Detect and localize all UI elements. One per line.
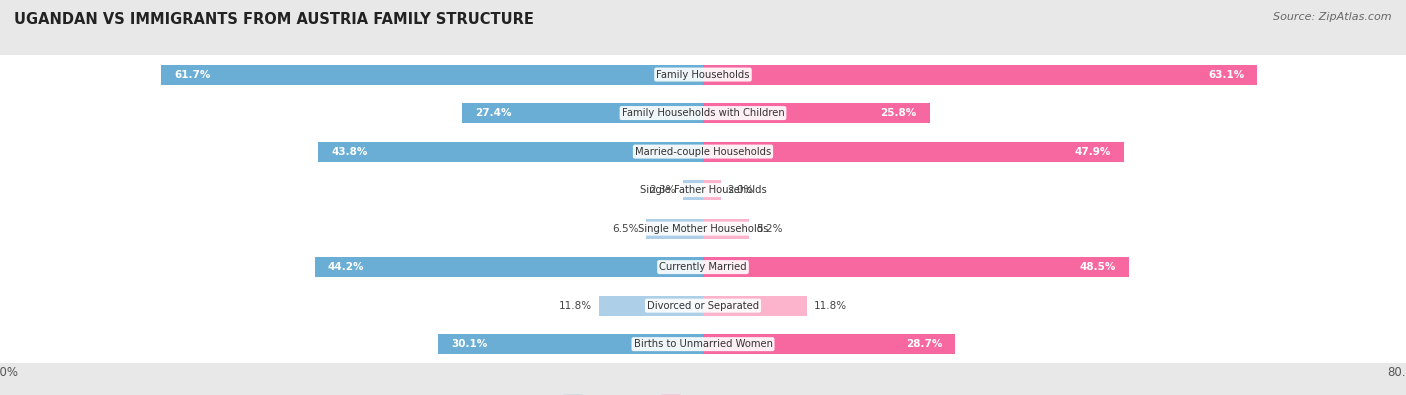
Text: 11.8%: 11.8% — [814, 301, 846, 310]
Text: 6.5%: 6.5% — [613, 224, 638, 233]
Text: Single Father Households: Single Father Households — [640, 185, 766, 195]
Text: 25.8%: 25.8% — [880, 108, 917, 118]
Text: Births to Unmarried Women: Births to Unmarried Women — [634, 339, 772, 349]
FancyBboxPatch shape — [0, 203, 1406, 256]
Text: 63.1%: 63.1% — [1208, 70, 1244, 79]
Text: UGANDAN VS IMMIGRANTS FROM AUSTRIA FAMILY STRUCTURE: UGANDAN VS IMMIGRANTS FROM AUSTRIA FAMIL… — [14, 12, 534, 27]
Bar — [703, 257, 1129, 277]
FancyBboxPatch shape — [0, 126, 1406, 179]
Bar — [439, 334, 703, 354]
Text: 30.1%: 30.1% — [451, 339, 488, 349]
FancyBboxPatch shape — [0, 48, 1406, 100]
Text: Family Households with Children: Family Households with Children — [621, 108, 785, 118]
FancyBboxPatch shape — [0, 88, 1406, 140]
Text: 11.8%: 11.8% — [560, 301, 592, 310]
Text: 47.9%: 47.9% — [1074, 147, 1111, 156]
Bar — [160, 64, 703, 85]
FancyBboxPatch shape — [0, 319, 1406, 371]
Bar — [703, 218, 749, 239]
Bar — [599, 295, 703, 316]
Text: Divorced or Separated: Divorced or Separated — [647, 301, 759, 310]
Bar — [703, 141, 1123, 162]
Bar — [703, 334, 955, 354]
FancyBboxPatch shape — [0, 317, 1406, 370]
FancyBboxPatch shape — [0, 125, 1406, 177]
FancyBboxPatch shape — [0, 163, 1406, 216]
FancyBboxPatch shape — [0, 240, 1406, 293]
Text: 44.2%: 44.2% — [328, 262, 364, 272]
Text: 61.7%: 61.7% — [174, 70, 211, 79]
Text: Source: ZipAtlas.com: Source: ZipAtlas.com — [1274, 12, 1392, 22]
Text: 27.4%: 27.4% — [475, 108, 512, 118]
Text: 2.3%: 2.3% — [650, 185, 676, 195]
Text: 28.7%: 28.7% — [905, 339, 942, 349]
Text: Family Households: Family Households — [657, 70, 749, 79]
Bar — [703, 180, 721, 200]
Text: 5.2%: 5.2% — [756, 224, 782, 233]
FancyBboxPatch shape — [0, 280, 1406, 333]
Bar — [683, 180, 703, 200]
Bar — [703, 295, 807, 316]
Text: Currently Married: Currently Married — [659, 262, 747, 272]
Bar — [645, 218, 703, 239]
Bar — [703, 103, 929, 123]
Bar — [315, 257, 703, 277]
Text: 48.5%: 48.5% — [1080, 262, 1116, 272]
FancyBboxPatch shape — [0, 279, 1406, 331]
Bar — [463, 103, 703, 123]
FancyBboxPatch shape — [0, 86, 1406, 139]
Text: Single Mother Households: Single Mother Households — [638, 224, 768, 233]
Bar — [703, 64, 1257, 85]
FancyBboxPatch shape — [0, 242, 1406, 294]
Legend: Ugandan, Immigrants from Austria: Ugandan, Immigrants from Austria — [558, 389, 848, 395]
Bar — [318, 141, 703, 162]
Text: Married-couple Households: Married-couple Households — [636, 147, 770, 156]
Text: 43.8%: 43.8% — [332, 147, 367, 156]
FancyBboxPatch shape — [0, 49, 1406, 102]
FancyBboxPatch shape — [0, 202, 1406, 254]
FancyBboxPatch shape — [0, 165, 1406, 217]
Text: 2.0%: 2.0% — [728, 185, 754, 195]
